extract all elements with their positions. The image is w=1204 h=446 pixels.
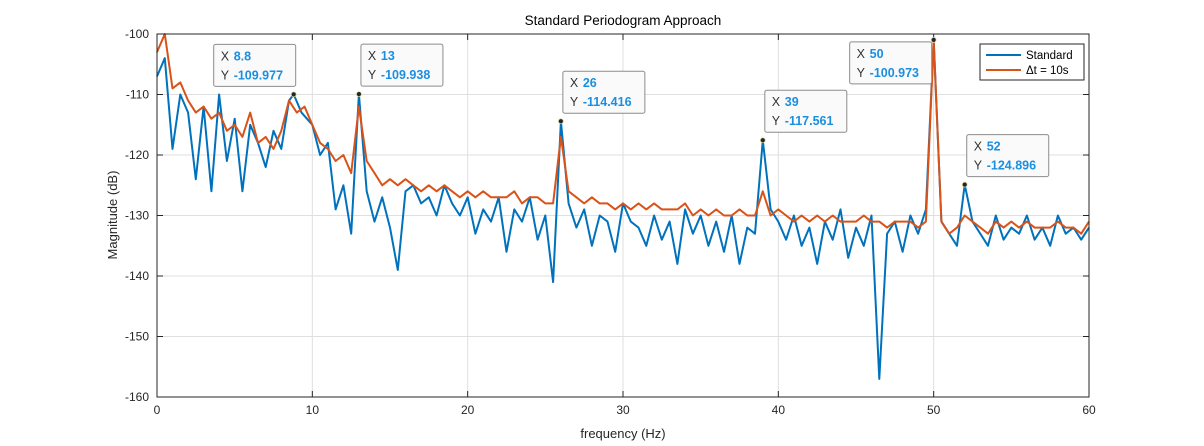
- datatip-box: [562, 70, 646, 114]
- legend-label-dt: Δt = 10s: [1026, 65, 1069, 77]
- x-axis-title: frequency (Hz): [580, 426, 665, 441]
- datatip-x-key: X: [772, 95, 781, 109]
- y-tick-label: -140: [125, 269, 149, 283]
- datatip-y-value: -109.977: [234, 68, 283, 82]
- datatip-marker: [961, 181, 968, 188]
- legend: Standard Δt = 10s: [979, 43, 1085, 81]
- datatip-marker: [930, 36, 937, 43]
- datatip-x-value: 52: [987, 140, 1001, 154]
- datatip-50[interactable]: X 50 Y -100.973: [849, 36, 937, 85]
- x-tick-label: 40: [772, 403, 786, 417]
- datatip-x-key: X: [857, 47, 866, 61]
- datatip-marker: [356, 91, 362, 98]
- y-tick-label: -100: [125, 27, 149, 41]
- x-tick-label: 30: [616, 403, 630, 417]
- datatip-x-key: X: [974, 140, 983, 154]
- datatip-y-value: -114.416: [583, 95, 632, 109]
- datatip-box: [213, 43, 297, 87]
- datatip-x-key: X: [368, 49, 377, 63]
- datatip-y-key: Y: [570, 95, 579, 109]
- x-tick-label: 50: [927, 403, 941, 417]
- datatip-x-key: X: [570, 76, 579, 90]
- datatip-x-key: X: [221, 49, 230, 63]
- datatip-marker: [557, 118, 564, 125]
- datatip-x-value: 13: [381, 49, 395, 63]
- datatip-39[interactable]: X 39 Y -117.561: [759, 89, 848, 144]
- datatip-y-key: Y: [857, 66, 866, 80]
- y-tick-label: -120: [125, 148, 149, 162]
- x-tick-label: 20: [461, 403, 475, 417]
- datatip-x-value: 26: [583, 76, 597, 90]
- datatip-x-value: 8.8: [234, 49, 251, 63]
- datatip-box: [360, 43, 444, 87]
- datatip-box: [966, 134, 1050, 178]
- datatip-y-value: -109.938: [381, 68, 430, 82]
- datatip-marker: [759, 137, 766, 144]
- y-tick-label: -110: [126, 88, 149, 102]
- datatip-y-key: Y: [221, 68, 230, 82]
- datatip-box: [764, 89, 848, 133]
- y-tick-label: -130: [125, 209, 149, 223]
- datatip-13[interactable]: X 13 Y -109.938: [356, 43, 444, 98]
- datatip-x-value: 39: [785, 95, 799, 109]
- datatip-box: [849, 41, 933, 85]
- legend-label-standard: Standard: [1026, 50, 1073, 62]
- x-tick-label: 0: [154, 403, 161, 417]
- datatip-y-key: Y: [368, 68, 377, 82]
- y-axis-title: Magnitude (dB): [105, 171, 120, 260]
- datatips: X 8.8 Y -109.977 X 13 Y -109.938 X 26 Y -114.416 X 39…: [213, 36, 1050, 188]
- legend-box: [979, 43, 1085, 81]
- datatip-8-8[interactable]: X 8.8 Y -109.977: [213, 43, 297, 98]
- datatip-marker: [290, 91, 297, 98]
- datatip-52[interactable]: X 52 Y -124.896: [961, 134, 1050, 188]
- datatip-y-value: -117.561: [785, 114, 834, 128]
- x-tick-label: 10: [306, 403, 320, 417]
- tick-labels: 0 10 20 30 40 50 60 -160 -150 -140 -130 -120 -110 -10…: [125, 27, 1096, 417]
- datatip-y-value: -100.973: [870, 66, 919, 80]
- x-tick-label: 60: [1082, 403, 1096, 417]
- datatip-y-key: Y: [974, 159, 983, 173]
- datatip-26[interactable]: X 26 Y -114.416: [557, 70, 646, 125]
- chart-title: Standard Periodogram Approach: [525, 13, 722, 28]
- y-tick-label: -160: [125, 390, 149, 404]
- datatip-y-key: Y: [772, 114, 781, 128]
- y-tick-label: -150: [125, 330, 149, 344]
- datatip-x-value: 50: [870, 47, 884, 61]
- datatip-y-value: -124.896: [987, 159, 1036, 173]
- axes: [156, 33, 1090, 398]
